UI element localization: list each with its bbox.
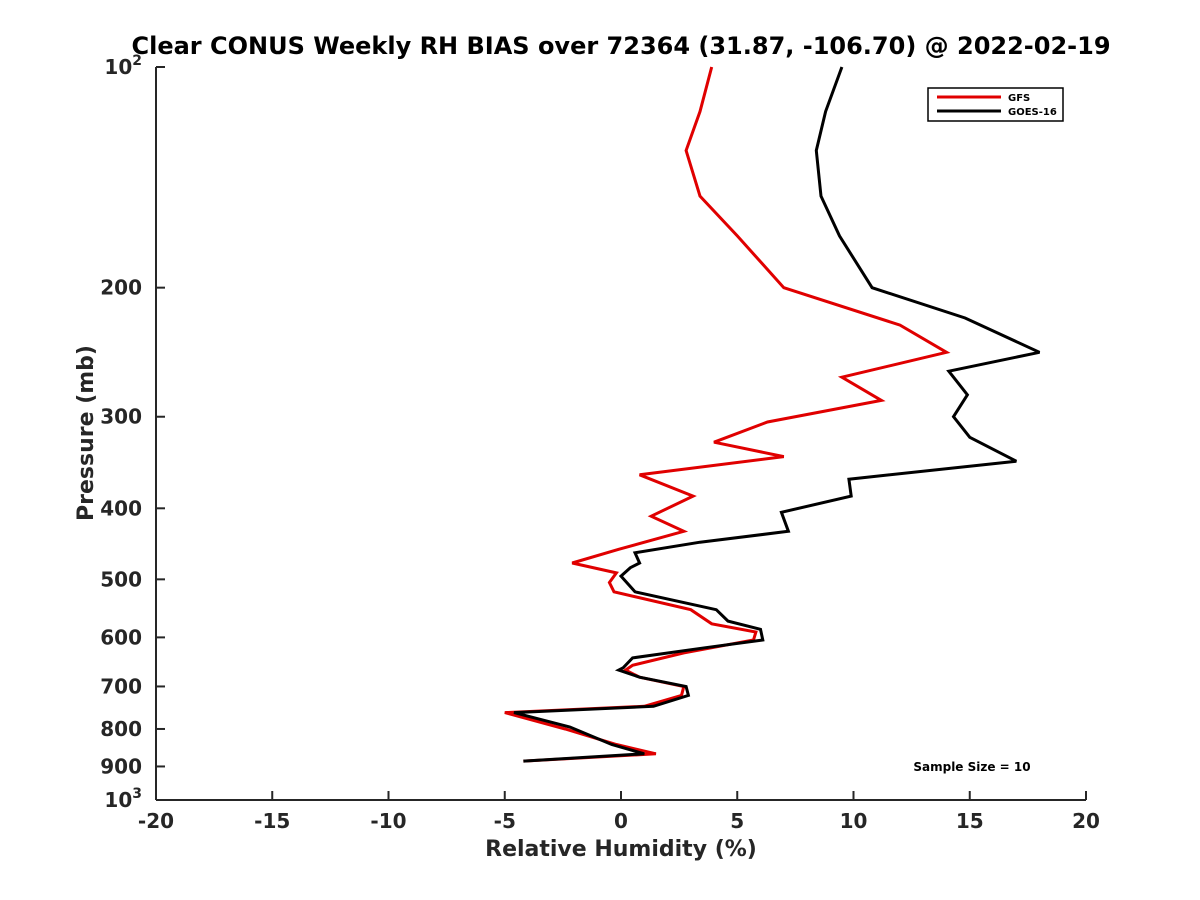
series-layer <box>504 66 1041 763</box>
y-tick-label: 600 <box>100 625 142 649</box>
y-axis-label: Pressure (mb) <box>74 345 99 521</box>
series-line-goes-16 <box>513 66 1041 763</box>
x-tick-label: 20 <box>1072 809 1100 833</box>
chart-title: Clear CONUS Weekly RH BIAS over 72364 (3… <box>131 32 1110 60</box>
legend-label: GFS <box>1008 93 1030 104</box>
y-tick-label: 900 <box>100 754 142 778</box>
x-axis-ticks: -20 -15 -10 -5 0 5 10 15 20 <box>138 791 1100 833</box>
y-tick-label: 700 <box>100 674 142 698</box>
axes-background <box>156 67 1086 800</box>
y-tick-label: 200 <box>100 276 142 300</box>
x-tick-label: 15 <box>956 809 984 833</box>
y-tick-exponent: 3 <box>132 786 142 802</box>
legend-box <box>927 87 1064 122</box>
x-tick-label: -10 <box>370 809 406 833</box>
y-tick-label: 300 <box>100 405 142 429</box>
y-tick-label: 500 <box>100 567 142 591</box>
y-tick-exponent: 2 <box>132 53 142 69</box>
plot-area <box>156 67 1086 800</box>
x-tick-label: -20 <box>138 809 174 833</box>
x-tick-label: -15 <box>254 809 290 833</box>
x-axis-label: Relative Humidity (%) <box>485 837 757 862</box>
sample-size-annotation: Sample Size = 10 <box>913 760 1030 774</box>
x-tick-label: 0 <box>614 809 628 833</box>
x-tick-label: 10 <box>840 809 868 833</box>
x-tick-label: 5 <box>730 809 744 833</box>
y-tick-label: 400 <box>100 496 142 520</box>
y-tick-base: 10 <box>104 788 132 812</box>
series-line-gfs <box>504 66 951 763</box>
legend-label: GOES-16 <box>1008 107 1057 118</box>
x-tick-label: -5 <box>494 809 516 833</box>
y-tick-label-power: 103 <box>104 786 142 812</box>
y-tick-label: 800 <box>100 717 142 741</box>
y-tick-label-power: 102 <box>104 53 142 79</box>
legend: GFS GOES-16 <box>927 87 1064 122</box>
y-tick-base: 10 <box>104 55 132 79</box>
